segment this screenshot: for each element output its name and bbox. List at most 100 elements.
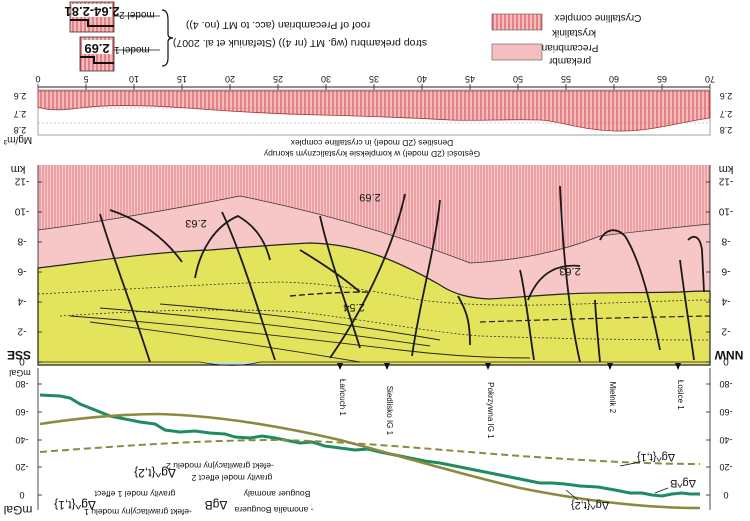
cross-section-panel: -12 -12 -10 -10 -8 -8 -6 -6 -4 -4 -2 -2 0 0 km km SSE… — [7, 163, 743, 367]
well-marker — [337, 363, 343, 370]
depth-tick-right: -6 — [721, 266, 730, 277]
model1-effect-curve — [39, 412, 701, 510]
gravity-unit-top: mGal — [9, 368, 31, 378]
legend-crystalline-en: Crystalline complex — [555, 12, 642, 23]
depth-tick-left: -2 — [17, 326, 26, 337]
well-marker — [384, 363, 390, 370]
depth-tick-left: -10 — [14, 206, 29, 217]
distance-tick-label: 15 — [177, 74, 187, 84]
gravity-tick-right: -40 — [719, 435, 732, 445]
gravity-legend-b-pl: - anomalia Bouguera — [234, 505, 313, 515]
sedimentary-cover-layer — [37, 242, 711, 366]
well-label: Siedlisko IG 1 — [385, 386, 394, 436]
well-label: Pokrzywna IG 1 — [486, 382, 495, 439]
gravity-legend-t2-en: gravity model effect 2 — [191, 473, 272, 483]
depth-tick-right: -12 — [718, 176, 733, 187]
density-label-269: 2.69 — [359, 191, 380, 203]
depth-tick-right: 0 — [723, 356, 729, 367]
gravity-legend: Δg^{t,2} gravity model effect 2 -efekt g… — [54, 461, 313, 517]
density-label-254: 2.54 — [343, 301, 364, 313]
distance-tick-label: 70 — [705, 74, 715, 84]
curve-label-t1: Δg^{t,1} — [637, 451, 676, 463]
section-unit-left: km — [11, 163, 26, 175]
legend-model2-label: model 2 — [119, 9, 155, 20]
density-curve-model2 — [37, 90, 711, 132]
well-label: Mielnik 2 — [608, 382, 617, 414]
legend-roof-en: roof of Precambrian (acc. to MT (no. 4)) — [186, 19, 370, 31]
model2-effect-curve — [39, 438, 701, 465]
density-tick-left: 2.7 — [14, 109, 27, 119]
legend-model1-swatch — [79, 36, 115, 72]
density-unit: Mg/m³ — [3, 134, 32, 145]
density-tick-right: 2.6 — [720, 91, 733, 101]
well-label: Łańcuch 1 — [338, 379, 347, 416]
gravity-tick-left: -80 — [15, 379, 28, 389]
density-label-263-left: 2.63 — [185, 217, 206, 229]
well-marker — [485, 363, 491, 370]
gravity-legend-b-en: Bouguer anomaly — [243, 489, 310, 499]
depth-tick-left: -12 — [14, 176, 29, 187]
distance-tick-label: 20 — [225, 74, 235, 84]
distance-tick-label: 55 — [561, 74, 571, 84]
gravity-tick-left: -20 — [15, 462, 28, 472]
density-caption-pl: Gęstości (2D model) w kompleksie krystal… — [263, 149, 480, 159]
depth-tick-right: -10 — [718, 206, 733, 217]
density-panel: 2.6 2.6 2.7 2.7 2.8 2.8 Mg/m³ Densities (2D m… — [3, 89, 733, 159]
distance-tick-label: 35 — [369, 74, 379, 84]
curve-label-t2: Δg^{t,2} — [571, 499, 610, 511]
gravity-tick-right: -20 — [719, 462, 732, 472]
gravity-legend-t1-en: gravity model 1 effect — [94, 489, 175, 499]
distance-tick-label: 50 — [513, 74, 523, 84]
legend-area: 2.64-2.81 model 2 2.69 model 1 roof of P… — [65, 1, 642, 72]
gravity-legend-b-symbol: ΔgB — [205, 498, 228, 512]
distance-tick-label: 30 — [321, 74, 331, 84]
legend-roof-pl: strop prekambru (wg. MT (nr 4)) (Stefani… — [173, 37, 427, 49]
legend-model2-value: 2.64-2.81 — [65, 4, 120, 19]
fault-lines — [99, 185, 705, 363]
legend-precambrian-swatch — [491, 43, 543, 61]
section-label-sse: SSE — [7, 348, 31, 362]
distance-tick-label: 5 — [83, 74, 88, 84]
legend-crystalline-swatch — [491, 13, 543, 31]
density-label-263-right: 2.63 — [559, 265, 580, 277]
section-label-nnw: NNW — [714, 348, 743, 362]
legend-precambrian-pl: prekambr — [548, 55, 591, 66]
depth-tick-left: -6 — [17, 266, 26, 277]
distance-axis: 0 5 10 15 20 25 30 35 40 45 50 55 60 65 70 — [35, 74, 715, 90]
gravity-legend-t2-symbol: Δg^{t,2} — [134, 466, 176, 480]
gravity-tick-left: 0 — [19, 490, 24, 500]
gravity-tick-left: -60 — [15, 407, 28, 417]
depth-tick-left: -4 — [17, 296, 26, 307]
density-caption-en: Densities (2D model) in crystalline comp… — [290, 138, 453, 148]
distance-tick-label: 40 — [417, 74, 427, 84]
gravity-tick-right: -80 — [719, 379, 732, 389]
depth-tick-right: -2 — [721, 326, 730, 337]
well-marker — [675, 363, 681, 370]
density-tick-right: 2.7 — [720, 109, 733, 119]
gravity-tick-left: -40 — [15, 435, 28, 445]
density-tick-left: 2.6 — [14, 91, 27, 101]
distance-tick-label: 10 — [129, 74, 139, 84]
section-unit-right: km — [719, 163, 734, 175]
density-tick-right: 2.8 — [720, 125, 733, 135]
wells: Łańcuch 1 Siedlisko IG 1 Pokrzywna IG 1 Mie… — [337, 363, 685, 439]
density-tick-left: 2.8 — [14, 125, 27, 135]
curve-label-b: Δg^B — [670, 477, 696, 489]
well-marker — [607, 363, 613, 370]
gravity-unit-bottom: mGal — [4, 503, 33, 517]
legend-model1-label: model 1 — [114, 44, 150, 55]
depth-tick-left: -8 — [17, 236, 26, 247]
legend-precambrian-en: Precambrian — [542, 42, 599, 53]
distance-tick-label: 0 — [35, 74, 40, 84]
legend-model2-swatch — [69, 1, 115, 33]
gravity-legend-t1-symbol: Δg^{t,1} — [54, 498, 96, 512]
gravity-legend-t2-pl: -efekt grawitacyjny modelu 2 — [166, 461, 274, 471]
gravity-panel: 0 0 -20 -20 -40 -40 -60 -60 -80 -80 mGal mGal Δg^… — [4, 368, 733, 517]
gravity-tick-right: -60 — [719, 407, 732, 417]
distance-tick-label: 45 — [465, 74, 475, 84]
gravity-legend-t1-pl: -efekt grawitacyjny modelu 1 — [84, 507, 192, 517]
gravity-tick-right: 0 — [723, 490, 728, 500]
well-label: Łosice 1 — [676, 380, 685, 410]
